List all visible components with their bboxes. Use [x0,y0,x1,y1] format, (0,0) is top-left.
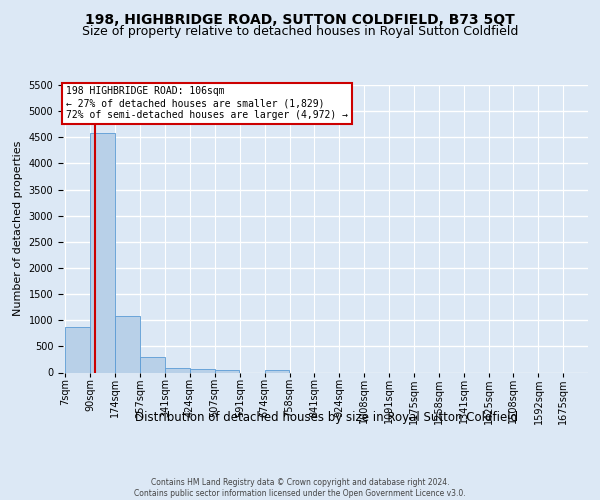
Bar [215,370,239,372]
Bar [265,370,289,372]
Text: 198 HIGHBRIDGE ROAD: 106sqm
← 27% of detached houses are smaller (1,829)
72% of : 198 HIGHBRIDGE ROAD: 106sqm ← 27% of det… [65,86,347,120]
Text: Contains HM Land Registry data © Crown copyright and database right 2024.
Contai: Contains HM Land Registry data © Crown c… [134,478,466,498]
Bar [65,327,90,372]
Bar [165,368,190,372]
Text: Size of property relative to detached houses in Royal Sutton Coldfield: Size of property relative to detached ho… [82,25,518,38]
Y-axis label: Number of detached properties: Number of detached properties [13,141,23,316]
Bar [115,316,140,372]
Bar [90,134,115,372]
Bar [140,357,165,372]
Text: Distribution of detached houses by size in Royal Sutton Coldfield: Distribution of detached houses by size … [136,411,518,424]
Bar [190,368,215,372]
Text: 198, HIGHBRIDGE ROAD, SUTTON COLDFIELD, B73 5QT: 198, HIGHBRIDGE ROAD, SUTTON COLDFIELD, … [85,12,515,26]
